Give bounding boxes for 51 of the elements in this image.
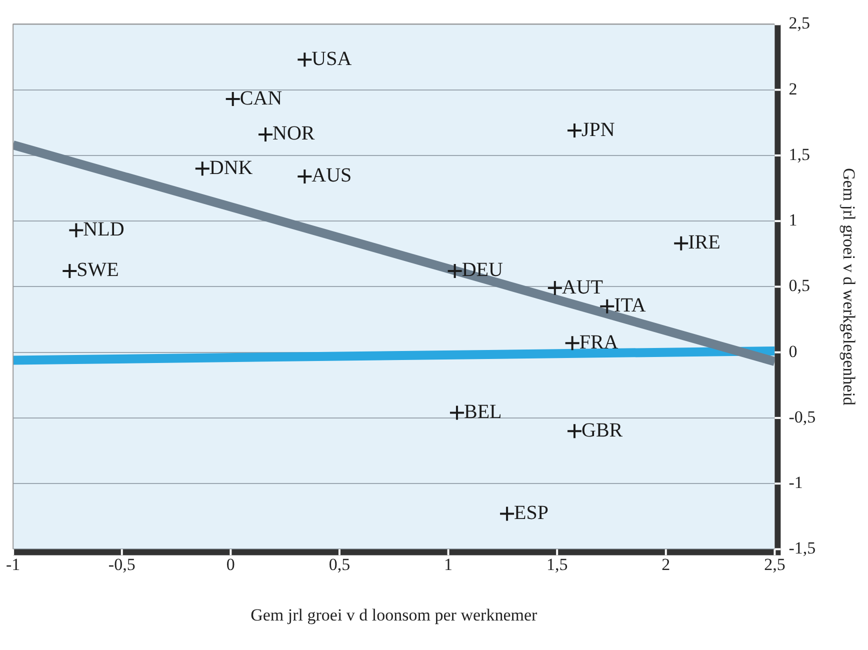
annotation: AUT <box>562 276 604 298</box>
point <box>258 126 274 142</box>
point <box>566 122 582 139</box>
x-tick-label: 2,5 <box>764 554 786 574</box>
x-tick-label: 2 <box>662 554 670 574</box>
point <box>296 52 313 68</box>
annotation: NOR <box>272 122 316 145</box>
point <box>566 423 582 440</box>
point <box>224 91 241 108</box>
annotation: JPN <box>581 118 615 141</box>
annotation: DNK <box>209 156 254 179</box>
x-tick-label: 0 <box>226 554 235 574</box>
x-tick-label: -1 <box>6 554 20 574</box>
annotation: ESP <box>514 502 549 524</box>
point <box>446 262 463 279</box>
x-tick-label: -0,5 <box>108 554 136 574</box>
x-tick-label: 1 <box>444 554 453 574</box>
x-tick-label: 1,5 <box>546 554 568 574</box>
annotation: FRA <box>579 331 619 354</box>
y-tick-label: -0,5 <box>788 407 816 426</box>
point <box>564 335 580 352</box>
y-tick-label: 0,5 <box>788 276 810 296</box>
annotation: USA <box>312 48 352 70</box>
point <box>499 506 516 522</box>
annotation: NLD <box>83 218 124 241</box>
y-tick-label: -1 <box>788 473 803 492</box>
y-axis-title: Gem jrl groei v d werkgelegenheid <box>839 168 858 406</box>
point <box>673 235 690 252</box>
point <box>448 404 465 421</box>
y-tick-label: 1,5 <box>788 144 810 164</box>
point <box>546 280 563 296</box>
annotation: DEU <box>462 259 504 282</box>
point <box>68 222 84 238</box>
y-tick-label: 2,5 <box>788 14 810 33</box>
point <box>194 160 210 177</box>
point <box>62 262 78 279</box>
x-axis-title: Gem jrl groei v d loonsom per werknemer <box>250 605 538 624</box>
x-tick-label: 0,5 <box>328 554 350 574</box>
annotation: AUS <box>312 164 352 187</box>
y-tick-label: 1 <box>788 210 798 230</box>
annotation: ITA <box>614 294 646 317</box>
annotation: GBR <box>581 419 624 442</box>
y-tick-label: 2 <box>788 79 798 98</box>
annotation: IRE <box>688 232 720 254</box>
y-tick-label: 0 <box>788 342 798 361</box>
y-tick-label: -1,5 <box>788 538 816 558</box>
annotation: BEL <box>464 400 502 423</box>
point <box>599 298 616 314</box>
annotation: CAN <box>240 87 282 110</box>
point <box>296 168 313 184</box>
annotation: SWE <box>76 259 119 282</box>
